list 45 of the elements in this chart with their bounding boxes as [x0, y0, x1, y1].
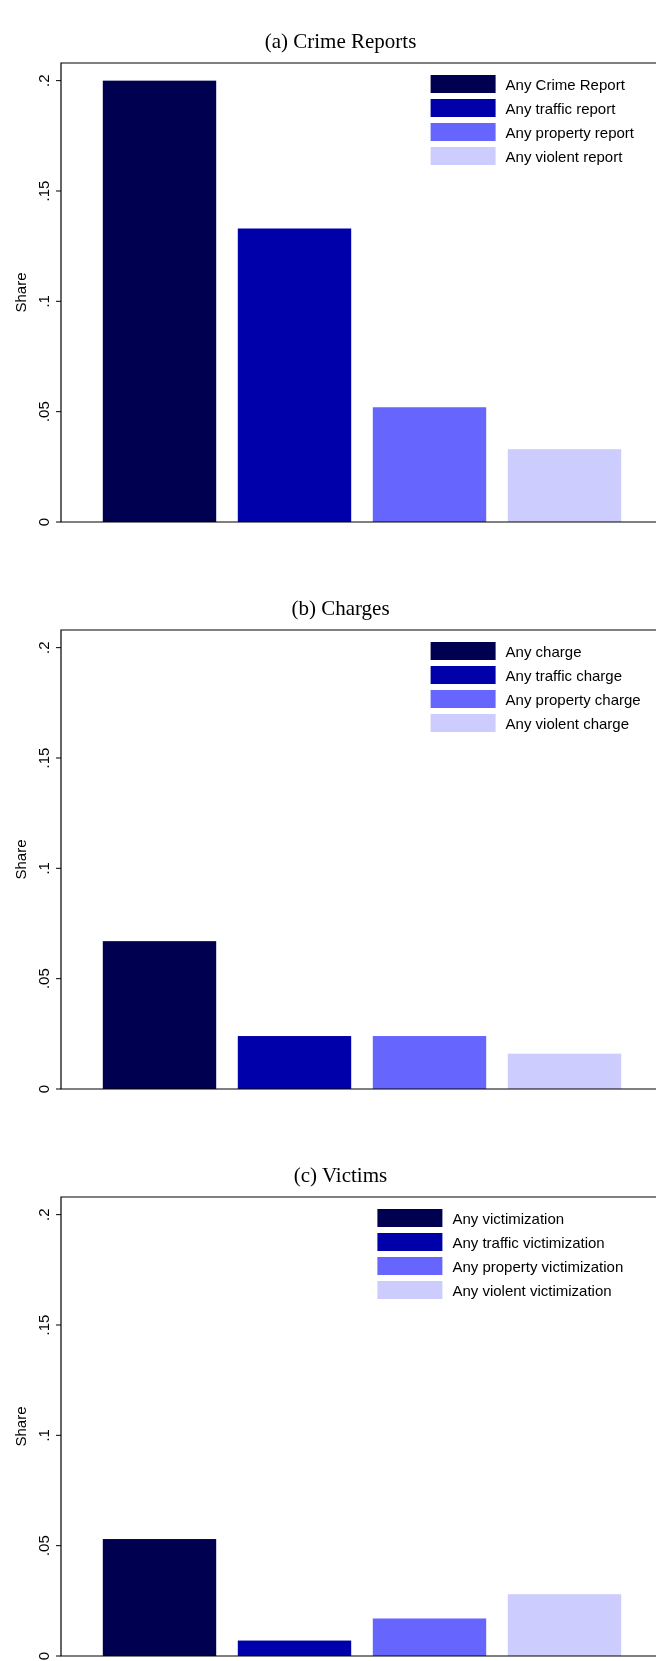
y-tick-label: .2	[35, 641, 52, 654]
bar	[507, 1594, 622, 1656]
legend-label: Any violent charge	[505, 715, 630, 732]
y-tick-label: .1	[35, 862, 52, 875]
legend-label: Any traffic charge	[505, 667, 623, 684]
y-tick-label: 0	[35, 517, 52, 527]
y-tick-label: .15	[35, 1314, 52, 1336]
legend-label: Any traffic victimization	[452, 1234, 605, 1251]
y-tick-label: .05	[35, 968, 52, 990]
legend-label: Any property victimization	[452, 1258, 624, 1275]
bar	[237, 228, 352, 522]
chart-title: (c) Victims	[293, 1163, 388, 1187]
bar	[102, 80, 217, 522]
legend-label: Any property report	[505, 124, 635, 141]
bar	[237, 1036, 352, 1089]
legend-label: Any victimization	[452, 1210, 565, 1227]
y-tick-label: .2	[35, 1208, 52, 1221]
legend-label: Any Crime Report	[505, 76, 626, 93]
bar	[372, 1618, 487, 1656]
chart-title: (b) Charges	[291, 596, 390, 620]
legend-label: Any traffic report	[505, 100, 617, 117]
bar	[507, 1053, 622, 1089]
y-tick-label: 0	[35, 1084, 52, 1094]
y-tick-label: .1	[35, 1429, 52, 1442]
y-tick-label: .2	[35, 74, 52, 87]
legend-label: Any violent report	[505, 148, 624, 165]
bar	[507, 449, 622, 522]
y-axis-title: Share	[12, 1406, 29, 1447]
legend-label: Any charge	[505, 643, 582, 660]
y-tick-label: .1	[35, 295, 52, 308]
bar	[102, 1539, 217, 1656]
chart-title: (a) Crime Reports	[264, 29, 417, 53]
bar	[372, 407, 487, 522]
y-tick-label: .05	[35, 401, 52, 423]
y-tick-label: 0	[35, 1651, 52, 1661]
bar	[237, 1640, 352, 1656]
y-axis-title: Share	[12, 839, 29, 880]
bar	[102, 941, 217, 1089]
y-axis-title: Share	[12, 272, 29, 313]
y-tick-label: .15	[35, 747, 52, 769]
legend-label: Any violent victimization	[452, 1282, 612, 1299]
legend-label: Any property charge	[505, 691, 641, 708]
bar	[372, 1036, 487, 1089]
y-tick-label: .15	[35, 180, 52, 202]
y-tick-label: .05	[35, 1535, 52, 1557]
